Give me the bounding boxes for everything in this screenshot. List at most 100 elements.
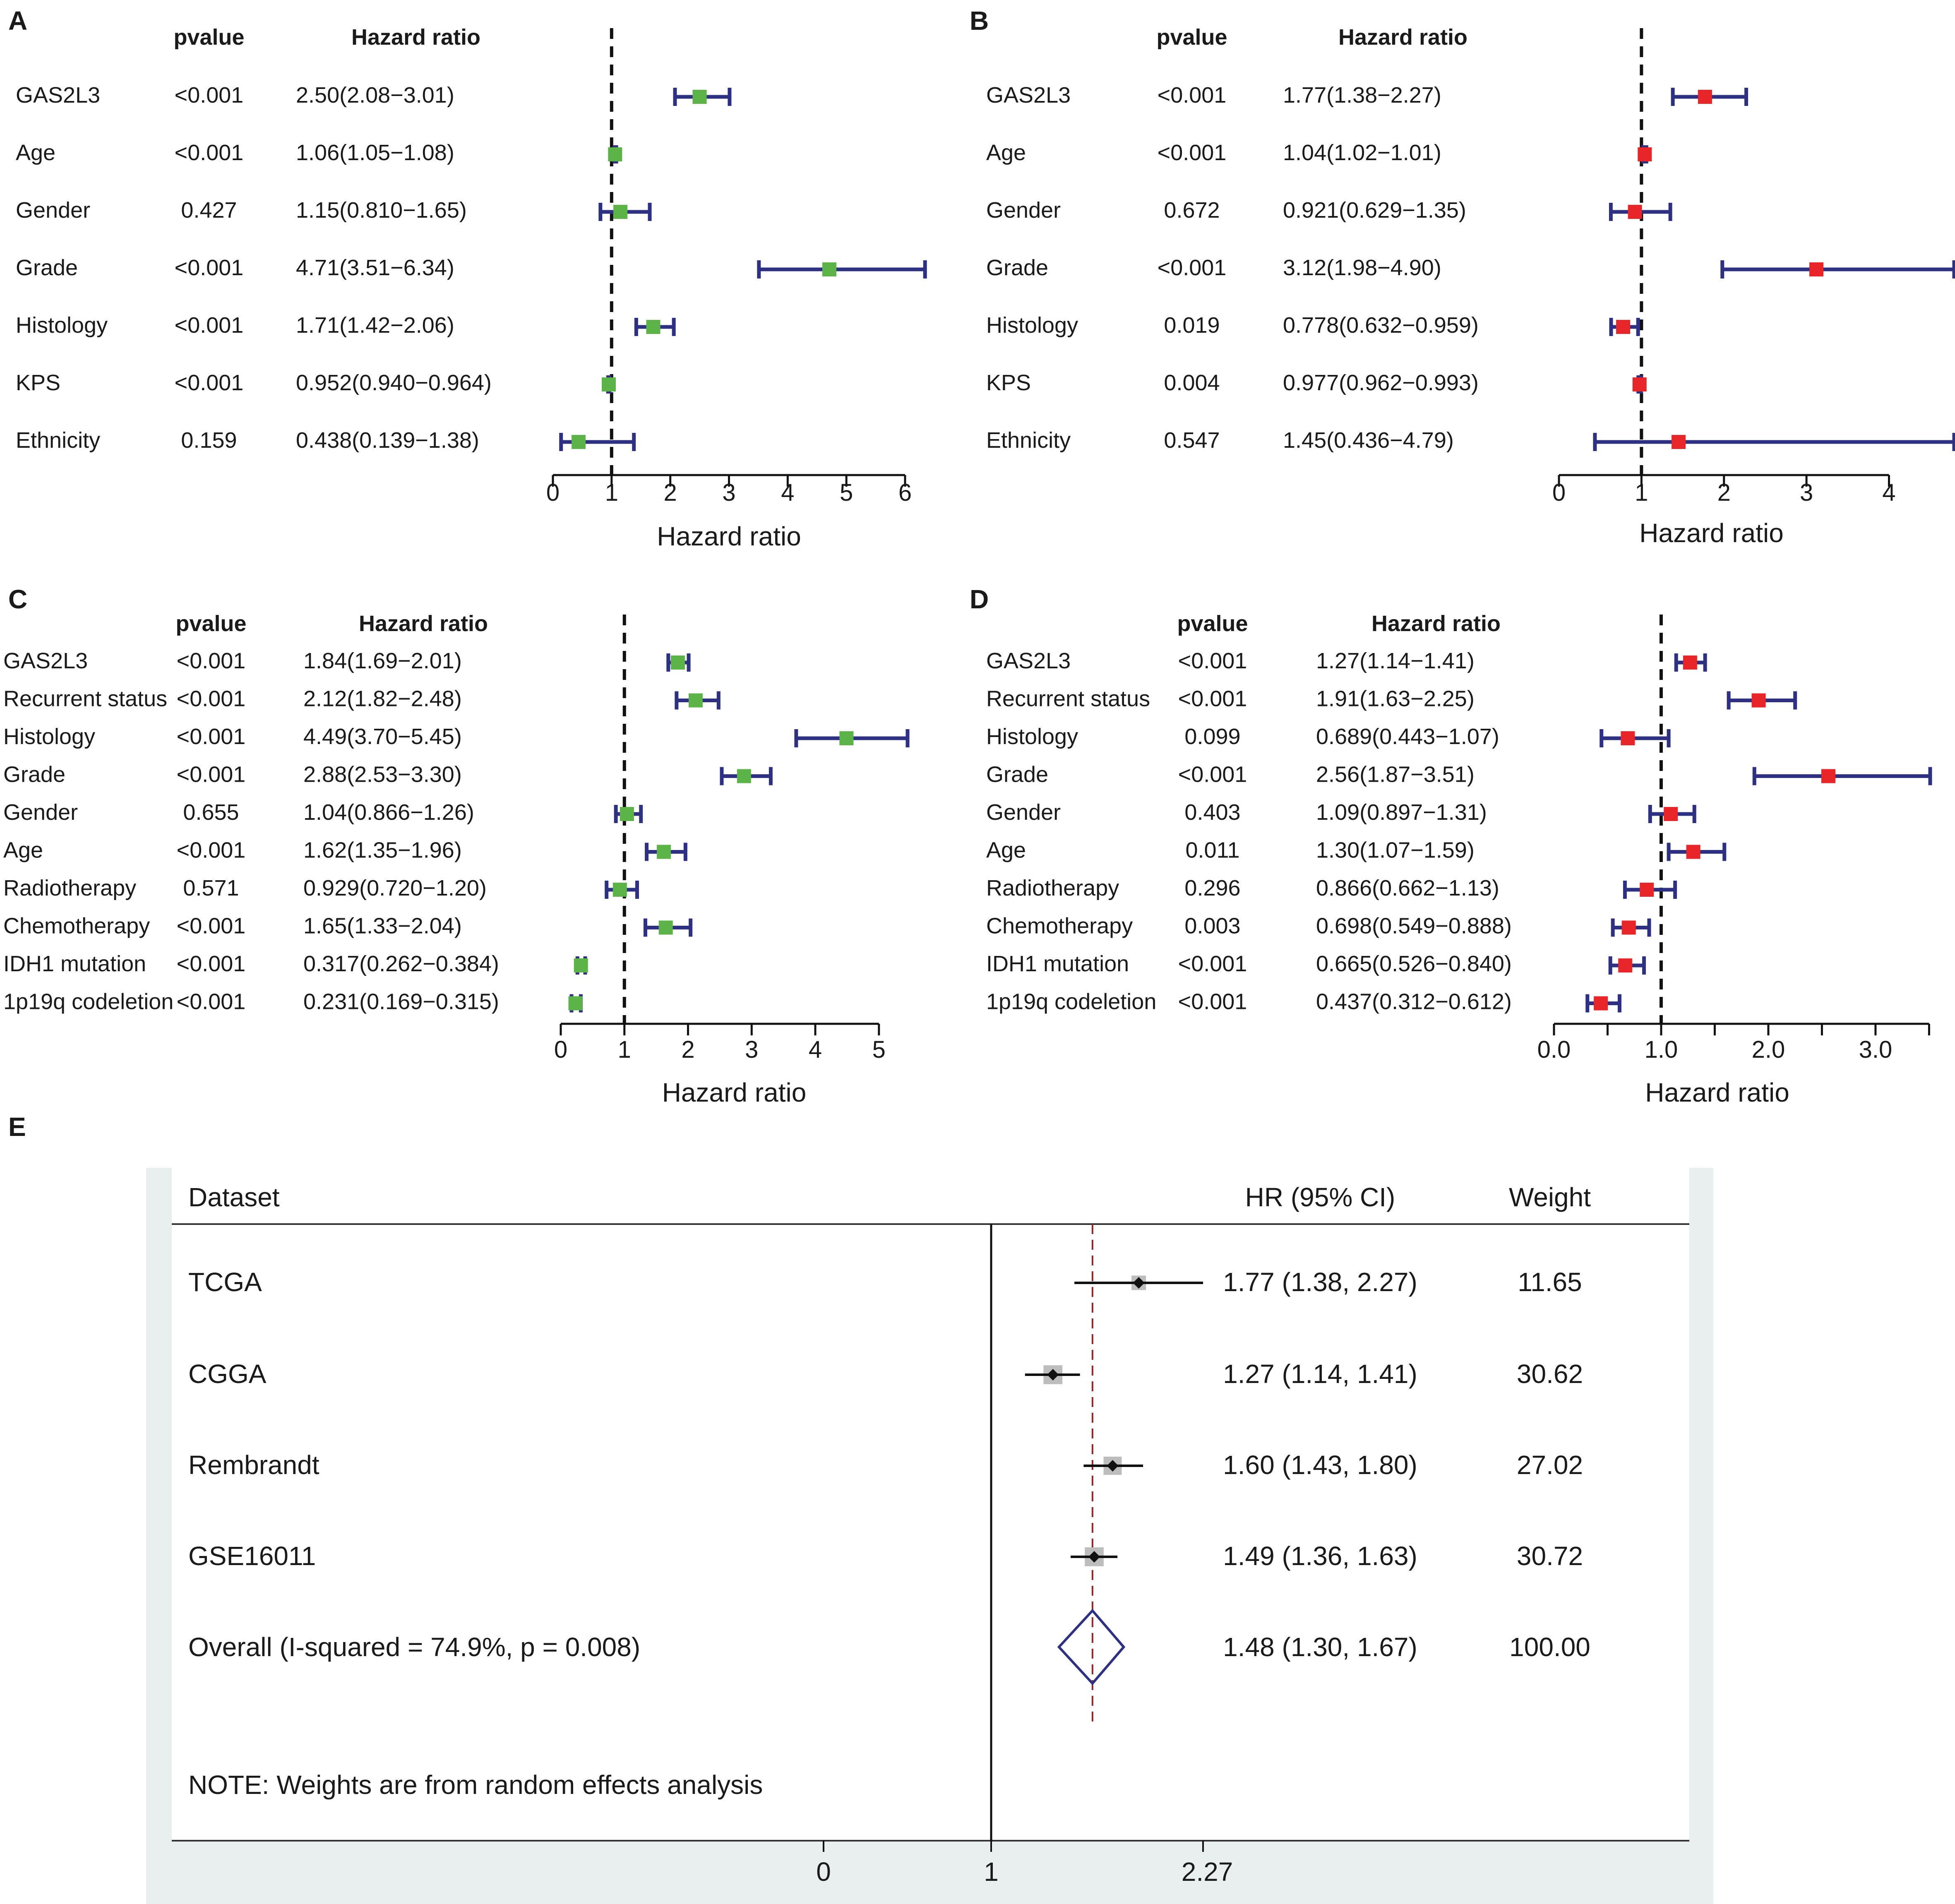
row-hr-text: 3.12(1.98−4.90) xyxy=(1283,255,1441,280)
panel-label: D xyxy=(970,584,989,614)
weights-note: NOTE: Weights are from random effects an… xyxy=(188,1770,763,1800)
x-tick-label: 0.0 xyxy=(1537,1036,1571,1063)
forest-row: IDH1 mutation <0.001 0.665(0.526−0.840) xyxy=(986,951,1646,976)
pvalue-header: pvalue xyxy=(1177,611,1248,636)
row-hr-text: 0.437(0.312−0.612) xyxy=(1316,989,1512,1014)
forest-row: Radiotherapy 0.571 0.929(0.720−1.20) xyxy=(3,876,639,900)
row-hr-text: 2.88(2.53−3.30) xyxy=(303,762,462,787)
x-tick-label: 0 xyxy=(554,1036,567,1063)
study-weight: 27.02 xyxy=(1517,1450,1583,1480)
study-weight: 30.72 xyxy=(1517,1541,1583,1571)
row-pvalue: <0.001 xyxy=(177,762,246,787)
row-hr-text: 0.231(0.169−0.315) xyxy=(303,989,499,1014)
hr-marker xyxy=(608,147,622,161)
x-tick-label: 1 xyxy=(618,1036,631,1063)
study-hr-text: 1.49 (1.36, 1.63) xyxy=(1223,1541,1417,1571)
forest-row: Ethnicity 0.547 1.45(0.436−4.79) xyxy=(986,428,1955,453)
forest-row: Gender 0.655 1.04(0.866−1.26) xyxy=(3,800,643,825)
x-axis-label: Hazard ratio xyxy=(657,521,801,551)
row-pvalue: <0.001 xyxy=(177,914,246,939)
row-pvalue: 0.099 xyxy=(1184,724,1240,749)
row-label: Grade xyxy=(986,762,1048,787)
x-tick-label: 5 xyxy=(872,1036,886,1063)
row-label: Histology xyxy=(16,313,108,338)
row-pvalue: <0.001 xyxy=(175,140,244,165)
row-pvalue: 0.004 xyxy=(1164,370,1220,395)
forest-row: Histology 0.099 0.689(0.443−1.07) xyxy=(986,724,1671,749)
row-hr-text: 1.15(0.810−1.65) xyxy=(296,198,467,223)
study-label: Rembrandt xyxy=(188,1450,319,1480)
row-label: IDH1 mutation xyxy=(3,951,146,976)
study-point xyxy=(1107,1460,1119,1472)
x-tick-label: 0 xyxy=(546,479,560,506)
x-tick-label: 2 xyxy=(1717,479,1731,506)
hr-marker xyxy=(620,807,634,821)
row-hr-text: 0.317(0.262−0.384) xyxy=(303,951,499,976)
study-point xyxy=(1047,1369,1059,1381)
row-label: Age xyxy=(986,140,1026,165)
hr-marker xyxy=(1621,920,1636,935)
row-label: Grade xyxy=(3,762,65,787)
row-pvalue: <0.001 xyxy=(175,83,244,108)
hr-marker xyxy=(1698,90,1712,104)
panel-e: E Dataset HR (95% CI) Weight TCGA 1.77 (1.38,… xyxy=(8,1112,1713,1904)
hr-marker xyxy=(572,435,586,449)
row-pvalue: 0.427 xyxy=(181,198,237,223)
row-label: GAS2L3 xyxy=(16,83,100,108)
x-tick-label: 2 xyxy=(681,1036,694,1063)
panel-label: E xyxy=(8,1112,26,1142)
row-hr-text: 1.84(1.69−2.01) xyxy=(303,648,462,673)
hr-marker xyxy=(1638,147,1652,161)
row-hr-text: 1.30(1.07−1.59) xyxy=(1316,838,1475,863)
hr-ci-header: HR (95% CI) xyxy=(1245,1182,1395,1212)
hr-marker xyxy=(1683,655,1697,670)
row-pvalue: 0.655 xyxy=(183,800,239,825)
study-hr-text: 1.60 (1.43, 1.80) xyxy=(1223,1450,1417,1480)
row-label: Gender xyxy=(16,198,90,223)
row-hr-text: 1.45(0.436−4.79) xyxy=(1283,428,1454,453)
hr-marker xyxy=(1664,807,1678,821)
row-label: Gender xyxy=(986,198,1061,223)
row-pvalue: <0.001 xyxy=(1178,648,1247,673)
row-pvalue: 0.672 xyxy=(1164,198,1220,223)
x-axis-label: Hazard ratio xyxy=(1645,1078,1789,1107)
forest-row: Gender 0.403 1.09(0.897−1.31) xyxy=(986,800,1696,825)
row-pvalue: <0.001 xyxy=(1178,762,1247,787)
row-pvalue: 0.547 xyxy=(1164,428,1220,453)
forest-row: GAS2L3 <0.001 2.50(2.08−3.01) xyxy=(16,83,732,108)
x-tick-label: 1 xyxy=(1635,479,1648,506)
hazard-ratio-header: Hazard ratio xyxy=(359,611,488,636)
forest-row: Age <0.001 1.04(1.02−1.01) xyxy=(986,140,1652,165)
row-label: Histology xyxy=(986,313,1078,338)
hr-marker xyxy=(1672,435,1686,449)
panel-label: B xyxy=(970,6,989,36)
row-label: Chemotherapy xyxy=(986,914,1133,939)
overall-row: Overall (I-squared = 74.9%, p = 0.008) 1.… xyxy=(188,1609,1590,1686)
row-hr-text: 0.778(0.632−0.959) xyxy=(1283,313,1479,338)
pvalue-header: pvalue xyxy=(173,25,244,50)
row-pvalue: <0.001 xyxy=(1158,83,1227,108)
hr-marker xyxy=(1809,262,1824,276)
forest-row: KPS <0.001 0.952(0.940−0.964) xyxy=(16,370,616,395)
forest-row: Chemotherapy <0.001 1.65(1.33−2.04) xyxy=(3,914,693,939)
row-label: Radiotherapy xyxy=(3,876,136,900)
forest-row: GAS2L3 <0.001 1.84(1.69−2.01) xyxy=(3,648,691,673)
hr-marker xyxy=(1686,845,1700,859)
row-label: Gender xyxy=(986,800,1061,825)
row-pvalue: 0.011 xyxy=(1185,838,1239,863)
study-label: CGGA xyxy=(188,1359,267,1389)
row-pvalue: 0.296 xyxy=(1184,876,1240,900)
x-tick-label: 1 xyxy=(984,1857,999,1887)
row-label: Age xyxy=(16,140,55,165)
hazard-ratio-header: Hazard ratio xyxy=(1338,25,1467,50)
row-pvalue: <0.001 xyxy=(177,648,246,673)
hr-marker xyxy=(646,320,660,334)
forest-row: Recurrent status <0.001 1.91(1.63−2.25) xyxy=(986,687,1797,711)
row-hr-text: 0.438(0.139−1.38) xyxy=(296,428,479,453)
row-pvalue: 0.571 xyxy=(183,876,239,900)
hr-marker xyxy=(1632,377,1647,391)
study-weight: 30.62 xyxy=(1517,1359,1583,1389)
